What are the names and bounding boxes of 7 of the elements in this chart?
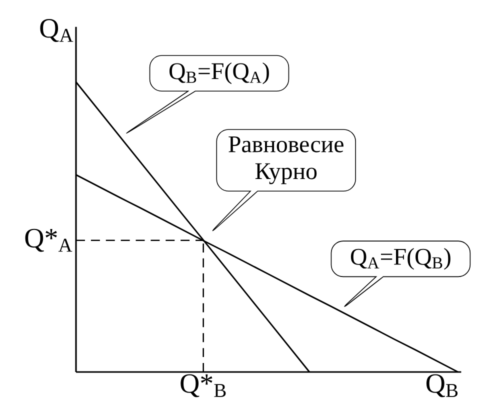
text: Q*$_{B}$ [180, 374, 226, 398]
x-axis-title: Q$_{B}$ [426, 374, 458, 398]
y-axis-title: Q$_{A}$ [40, 18, 74, 42]
annotation: Равновесие Курно [228, 136, 344, 184]
annotation: Q$_{A}$=F(Q$_{B}$) [350, 248, 450, 270]
annotation: Q$_{B}$=F(Q$_{A}$) [169, 62, 269, 84]
ref-line-label: Q*$_{A}$ [25, 228, 72, 252]
